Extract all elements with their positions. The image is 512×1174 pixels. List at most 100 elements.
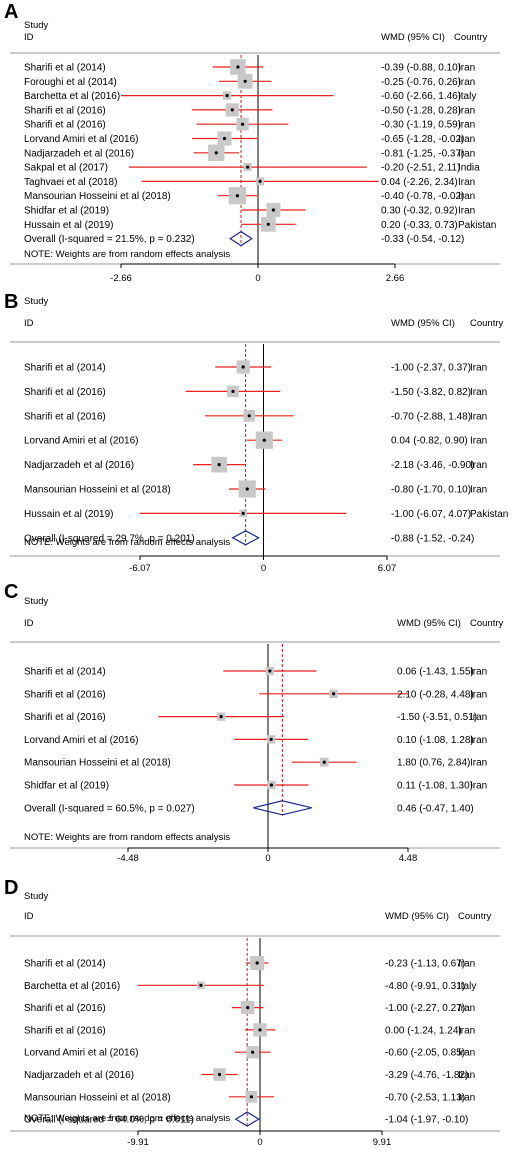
point-estimate	[266, 222, 270, 226]
study-label: Mansourian Hosseini et al (2018)	[24, 191, 171, 202]
header-study: Study	[24, 296, 49, 307]
weights-note: NOTE: Weights are from random effects an…	[24, 1113, 230, 1124]
country-text: Iran	[458, 959, 475, 970]
country-text: Iran	[470, 758, 487, 769]
ci-text: 0.10 (-1.08, 1.28)	[397, 735, 474, 746]
point-estimate	[230, 108, 234, 112]
point-estimate	[225, 94, 229, 98]
country-text: Iran	[458, 177, 475, 188]
tick-label: -4.48	[117, 853, 139, 864]
study-label: Shidfar et al (2019)	[24, 781, 109, 792]
header-effect: WMD (95% CI)	[391, 318, 455, 329]
study-label: Sharifi et al (2014)	[24, 363, 106, 374]
tick-label: 0	[255, 273, 260, 284]
ci-text: 0.06 (-1.43, 1.55)	[397, 667, 474, 678]
study-label: Lorvand Amiri et al (2016)	[24, 436, 139, 447]
ci-text: 0.04 (-0.82, 0.90)	[391, 436, 468, 447]
country-text: Iran	[470, 387, 487, 398]
study-label: Shidfar et al (2019)	[24, 206, 109, 217]
ci-text: 1.80 (0.76, 2.84)	[397, 758, 470, 769]
point-estimate	[251, 1050, 255, 1054]
point-estimate	[241, 511, 245, 515]
point-estimate	[217, 463, 221, 467]
country-text: Italy	[458, 981, 476, 992]
country-text: Iran	[458, 1092, 475, 1103]
study-label: Barchetta et al (2016)	[24, 981, 120, 992]
ci-text: 0.11 (-1.08, 1.30)	[397, 781, 473, 792]
tick-label: 2.66	[386, 273, 405, 284]
header-id: ID	[24, 32, 34, 43]
point-estimate	[271, 208, 276, 212]
point-estimate	[243, 79, 247, 83]
ci-text: -0.20 (-2.51, 2.11)	[381, 163, 460, 174]
ci-text: -0.39 (-0.88, 0.10)	[381, 63, 461, 74]
country-text: Iran	[458, 191, 475, 202]
study-label: Hussain et al (2019)	[24, 220, 114, 231]
ci-text: -0.81 (-1.25, -0.37)	[381, 148, 464, 159]
country-text: Iran	[470, 689, 487, 700]
overall-label: Overall (I-squared = 21.5%, p = 0.232)	[24, 234, 195, 245]
point-estimate	[332, 692, 336, 696]
country-text: Iran	[458, 134, 475, 145]
study-label: Sharifi et al (2016)	[24, 689, 106, 700]
weights-note: NOTE: Weights are from random effects an…	[24, 249, 230, 260]
country-text: India	[458, 163, 480, 174]
point-estimate	[247, 414, 251, 418]
country-text: Iran	[458, 206, 475, 217]
ci-text: -0.25 (-0.76, 0.26)	[381, 77, 461, 88]
ci-text: -0.60 (-2.66, 1.46)	[381, 91, 461, 102]
country-text: Iran	[470, 411, 487, 422]
country-text: Iran	[458, 77, 475, 88]
tick-label: 4.48	[399, 853, 418, 864]
point-estimate	[214, 151, 218, 155]
point-estimate	[258, 1028, 262, 1032]
point-estimate	[231, 389, 235, 393]
overall-label: Overall (I-squared = 60.5%, p = 0.027)	[24, 803, 195, 814]
ci-text: -0.70 (-2.88, 1.48)	[391, 411, 471, 422]
study-label: Sharifi et al (2016)	[24, 712, 106, 723]
header-study: Study	[24, 20, 49, 31]
country-text: Iran	[458, 1025, 475, 1036]
tick-label: 6.07	[378, 563, 397, 574]
study-label: Sharifi et al (2016)	[24, 411, 106, 422]
overall-ci-text: -0.88 (-1.52, -0.24)	[391, 533, 474, 544]
point-estimate	[236, 65, 240, 69]
study-label: Lorvand Amiri et al (2016)	[24, 1048, 139, 1059]
point-estimate	[245, 487, 249, 491]
study-label: Sharifi et al (2014)	[24, 959, 106, 970]
tick-label: -2.66	[110, 273, 132, 284]
header-country: Country	[458, 911, 492, 922]
tick-label: 0	[257, 1137, 262, 1148]
ci-text: -0.65 (-1.28, -0.02)	[381, 134, 464, 145]
point-estimate	[222, 136, 227, 141]
header-id: ID	[24, 318, 34, 329]
tick-label: 9.91	[373, 1137, 392, 1148]
weights-note: NOTE: Weights are from random effects an…	[24, 832, 230, 843]
study-label: Hussain et al (2019)	[24, 509, 114, 520]
ci-text: -1.50 (-3.51, 0.51)	[397, 712, 477, 723]
point-estimate	[322, 760, 326, 764]
study-label: Sharifi et al (2014)	[24, 63, 106, 74]
country-text: Iran	[458, 148, 475, 159]
point-estimate	[219, 715, 223, 719]
study-label: Nadjarzadeh et al (2016)	[24, 1070, 134, 1081]
ci-text: -4.80 (-9.91, 0.31)	[385, 981, 465, 992]
country-text: Iran	[470, 363, 487, 374]
ci-text: -1.00 (-6.07, 4.07)	[391, 509, 471, 520]
point-estimate	[235, 194, 239, 198]
weights-note: NOTE: Weights are from random effects an…	[24, 537, 230, 548]
point-estimate	[269, 737, 273, 742]
overall-diamond	[253, 800, 312, 816]
overall-diamond	[231, 530, 260, 546]
header-effect: WMD (95% CI)	[381, 32, 445, 43]
country-text: Pakistan	[470, 509, 508, 520]
study-label: Taghvaei et al (2018)	[24, 177, 117, 188]
country-text: Pakistan	[458, 220, 496, 231]
ci-text: 0.04 (-2.26, 2.34)	[381, 177, 458, 188]
header-study: Study	[24, 891, 49, 902]
country-text: Iran	[470, 667, 487, 678]
point-estimate	[240, 122, 245, 126]
study-label: Nadjarzadeh et al (2016)	[24, 460, 134, 471]
point-estimate	[246, 1006, 250, 1010]
